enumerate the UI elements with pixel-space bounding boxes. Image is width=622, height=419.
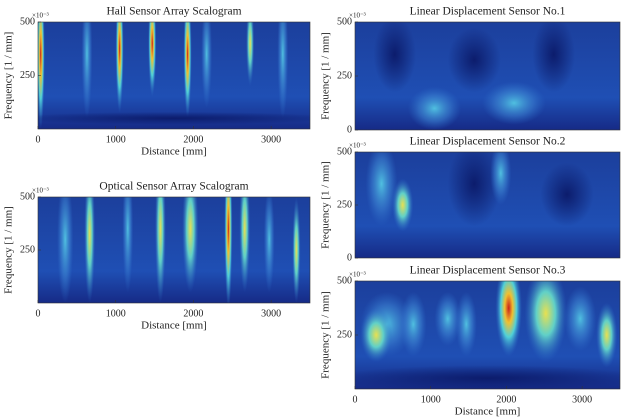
panel: Linear Displacement Sensor No.2 ×10⁻³ Freq… [320,136,621,263]
y-tick-label: 0 [347,252,352,263]
heatmap [38,197,310,303]
heatmap-feature [434,291,461,346]
x-tick-label: 2000 [183,308,203,319]
heatmap-feature [38,111,310,125]
y-tick-label: 250 [20,70,35,81]
heatmap-feature [447,27,501,93]
y-tick-label: 0 [347,124,352,135]
heatmap-feature [154,197,166,303]
axis-exponent: ×10⁻³ [349,142,366,150]
y-axis-label: Frequency [1 / mm] [3,206,15,294]
heatmap-feature [201,22,213,108]
y-tick-label: 250 [337,329,352,340]
heatmap [355,22,620,130]
heatmap-feature [84,197,96,303]
heatmap-feature [355,365,620,389]
heatmap-feature [596,302,618,368]
heatmap-feature [239,197,251,293]
axis-exponent: ×10⁻³ [349,271,366,279]
chart-title: Optical Sensor Array Scalogram [99,181,248,193]
heatmap-feature [81,22,93,119]
y-axis-label: Frequency [1 / mm] [3,32,15,120]
panel: Linear Displacement Sensor No.3 ×10⁻³ Freq… [320,265,621,418]
heatmap [38,22,310,129]
y-tick-label: 250 [337,199,352,210]
heatmap-feature [246,22,255,87]
heatmap-feature [490,152,512,205]
chart-title: Hall Sensor Array Scalogram [106,6,241,18]
heatmap-feature [57,197,74,303]
x-tick-label: 1000 [106,134,126,145]
heatmap [355,152,620,258]
x-axis-label: Distance [mm] [141,320,207,332]
y-tick-label: 500 [337,16,352,27]
x-tick-label: 3000 [572,394,592,405]
heatmap-feature [447,152,501,227]
heatmap-feature [183,22,192,119]
heatmap-feature [564,286,597,352]
chart-title: Linear Displacement Sensor No.2 [410,136,566,148]
x-tick-label: 0 [36,308,41,319]
x-tick-label: 2000 [183,134,203,145]
heatmap-feature [292,197,301,303]
chart-title: Linear Displacement Sensor No.3 [410,265,566,277]
heatmap-feature [540,162,594,227]
axis-exponent: ×10⁻³ [32,187,49,195]
y-tick-label: 500 [20,191,35,202]
x-tick-label: 0 [36,134,41,145]
heatmap-feature [365,152,398,227]
x-tick-label: 2000 [496,394,516,405]
heatmap-feature [277,22,289,119]
heatmap-feature [38,22,45,129]
heatmap-feature [360,308,393,362]
x-tick-label: 3000 [261,308,281,319]
panel: Hall Sensor Array Scalogram ×10⁻³ Frequenc… [3,6,311,158]
heatmap-feature [495,281,522,357]
heatmap-feature [263,197,275,293]
heatmap-feature [115,22,124,113]
heatmap-feature [182,197,199,293]
y-tick-label: 500 [337,275,352,286]
panel: Optical Sensor Array Scalogram ×10⁻³ Frequ… [3,181,311,332]
y-axis-label: Frequency [1 / mm] [320,291,332,379]
heatmap-feature [148,22,157,97]
heatmap-feature [408,86,461,130]
x-axis-label: Distance [mm] [141,146,207,158]
heatmap-feature [373,22,416,93]
heatmap-feature [122,197,134,293]
heatmap-feature [224,197,233,303]
y-tick-label: 500 [337,146,352,157]
heatmap-feature [455,291,477,357]
x-tick-label: 3000 [261,134,281,145]
heatmap-feature [392,178,414,232]
x-axis-label: Distance [mm] [455,406,521,418]
heatmap-feature [532,22,575,93]
x-tick-label: 0 [353,394,358,405]
panel: Linear Displacement Sensor No.1 ×10⁻³ Freq… [320,6,621,135]
heatmap [355,281,620,389]
heatmap-feature [400,291,427,357]
y-tick-label: 500 [20,16,35,27]
y-axis-label: Frequency [1 / mm] [320,161,332,249]
axis-exponent: ×10⁻³ [32,12,49,20]
y-tick-label: 250 [20,244,35,255]
axis-exponent: ×10⁻³ [349,12,366,20]
chart-title: Linear Displacement Sensor No.1 [410,6,566,18]
heatmap-feature [524,281,567,362]
y-tick-label: 250 [337,70,352,81]
x-tick-label: 1000 [421,394,441,405]
x-tick-label: 1000 [106,308,126,319]
heatmap-feature [482,81,546,125]
y-axis-label: Frequency [1 / mm] [320,32,332,120]
